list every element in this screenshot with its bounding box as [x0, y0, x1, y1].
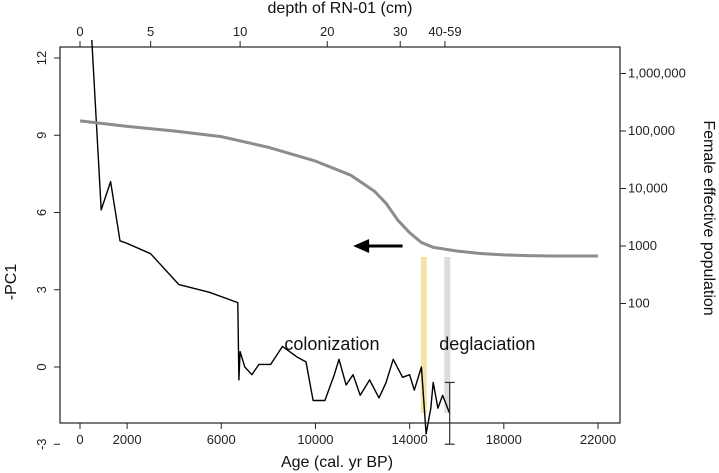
y-tick-label-0: -3 — [34, 438, 49, 450]
x-tick-label-0: 0 — [76, 432, 83, 447]
x-tick-label-6: 22000 — [580, 432, 616, 447]
y-tick-label-5: 12 — [34, 51, 49, 65]
x-tick-label-2: 6000 — [207, 432, 236, 447]
series-layer — [79, 39, 598, 435]
arrow-head — [353, 238, 370, 253]
y-tick-label-3: 6 — [34, 209, 49, 216]
y-axis: -3 0 3 6 9 12 — [34, 51, 60, 450]
right-axis-title: Female effective population — [700, 120, 717, 315]
y-tick-label-4: 9 — [34, 132, 49, 139]
error-bar — [444, 381, 455, 445]
y-tick-label-2: 3 — [34, 286, 49, 293]
series-line-0 — [91, 39, 451, 435]
top-tick-label-4: 30 — [393, 24, 407, 39]
y-axis-title: -PC1 — [3, 264, 20, 301]
shaded-band-0 — [420, 257, 427, 413]
annotation-deglaciation: deglaciation — [439, 334, 535, 354]
shaded-bands — [420, 257, 451, 413]
top-axis: 0 5 10 20 30 40-59 — [76, 24, 462, 47]
shaded-band-1 — [444, 257, 451, 413]
right-tick-label-3: 1000 — [628, 238, 657, 253]
x-tick-label-3: 10000 — [297, 432, 333, 447]
colonization-arrow — [353, 238, 403, 253]
x-tick-label-4: 14000 — [392, 432, 428, 447]
right-axis: 1,000,000 100,000 10,000 1000 100 — [620, 66, 686, 311]
right-tick-label-1: 100,000 — [628, 123, 675, 138]
plot-frame — [59, 46, 621, 424]
annotation-colonization: colonization — [284, 334, 379, 354]
x-axis: 0 2000 6000 10000 14000 18000 22000 — [76, 422, 616, 447]
top-tick-label-3: 20 — [320, 24, 334, 39]
x-tick-label-5: 18000 — [486, 432, 522, 447]
top-tick-label-5: 40-59 — [428, 24, 461, 39]
series-line-1 — [79, 119, 598, 258]
top-tick-label-1: 5 — [147, 24, 154, 39]
top-tick-label-0: 0 — [76, 24, 83, 39]
right-tick-label-2: 10,000 — [628, 181, 668, 196]
right-tick-label-0: 1,000,000 — [628, 66, 686, 81]
x-axis-title: Age (cal. yr BP) — [281, 454, 393, 471]
x-tick-label-1: 2000 — [113, 432, 142, 447]
right-tick-label-4: 100 — [628, 296, 650, 311]
top-axis-title: depth of RN-01 (cm) — [268, 0, 413, 17]
top-tick-label-2: 10 — [233, 24, 247, 39]
y-tick-label-1: 0 — [34, 363, 49, 370]
